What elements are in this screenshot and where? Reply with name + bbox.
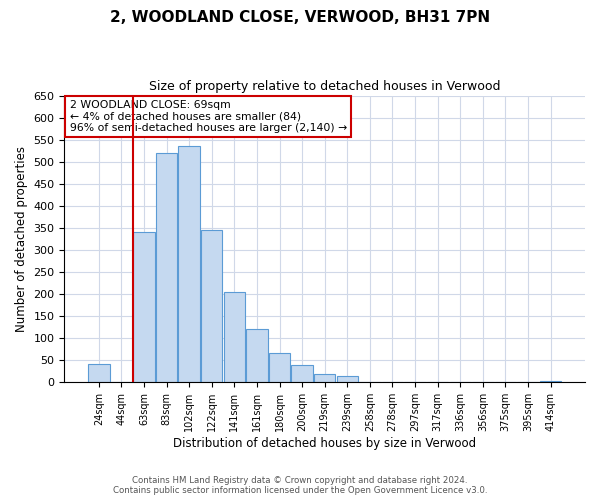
Text: Contains HM Land Registry data © Crown copyright and database right 2024.
Contai: Contains HM Land Registry data © Crown c… bbox=[113, 476, 487, 495]
Y-axis label: Number of detached properties: Number of detached properties bbox=[15, 146, 28, 332]
Bar bbox=[156, 153, 177, 382]
Bar bbox=[88, 364, 110, 382]
Title: Size of property relative to detached houses in Verwood: Size of property relative to detached ho… bbox=[149, 80, 500, 93]
Bar bbox=[201, 230, 223, 382]
Bar bbox=[292, 365, 313, 382]
Bar bbox=[178, 146, 200, 382]
Bar bbox=[224, 292, 245, 382]
Bar bbox=[314, 374, 335, 382]
Bar bbox=[540, 381, 562, 382]
Text: 2 WOODLAND CLOSE: 69sqm
← 4% of detached houses are smaller (84)
96% of semi-det: 2 WOODLAND CLOSE: 69sqm ← 4% of detached… bbox=[70, 100, 347, 133]
Bar bbox=[246, 330, 268, 382]
X-axis label: Distribution of detached houses by size in Verwood: Distribution of detached houses by size … bbox=[173, 437, 476, 450]
Bar bbox=[133, 232, 155, 382]
Bar bbox=[269, 353, 290, 382]
Text: 2, WOODLAND CLOSE, VERWOOD, BH31 7PN: 2, WOODLAND CLOSE, VERWOOD, BH31 7PN bbox=[110, 10, 490, 25]
Bar bbox=[337, 376, 358, 382]
